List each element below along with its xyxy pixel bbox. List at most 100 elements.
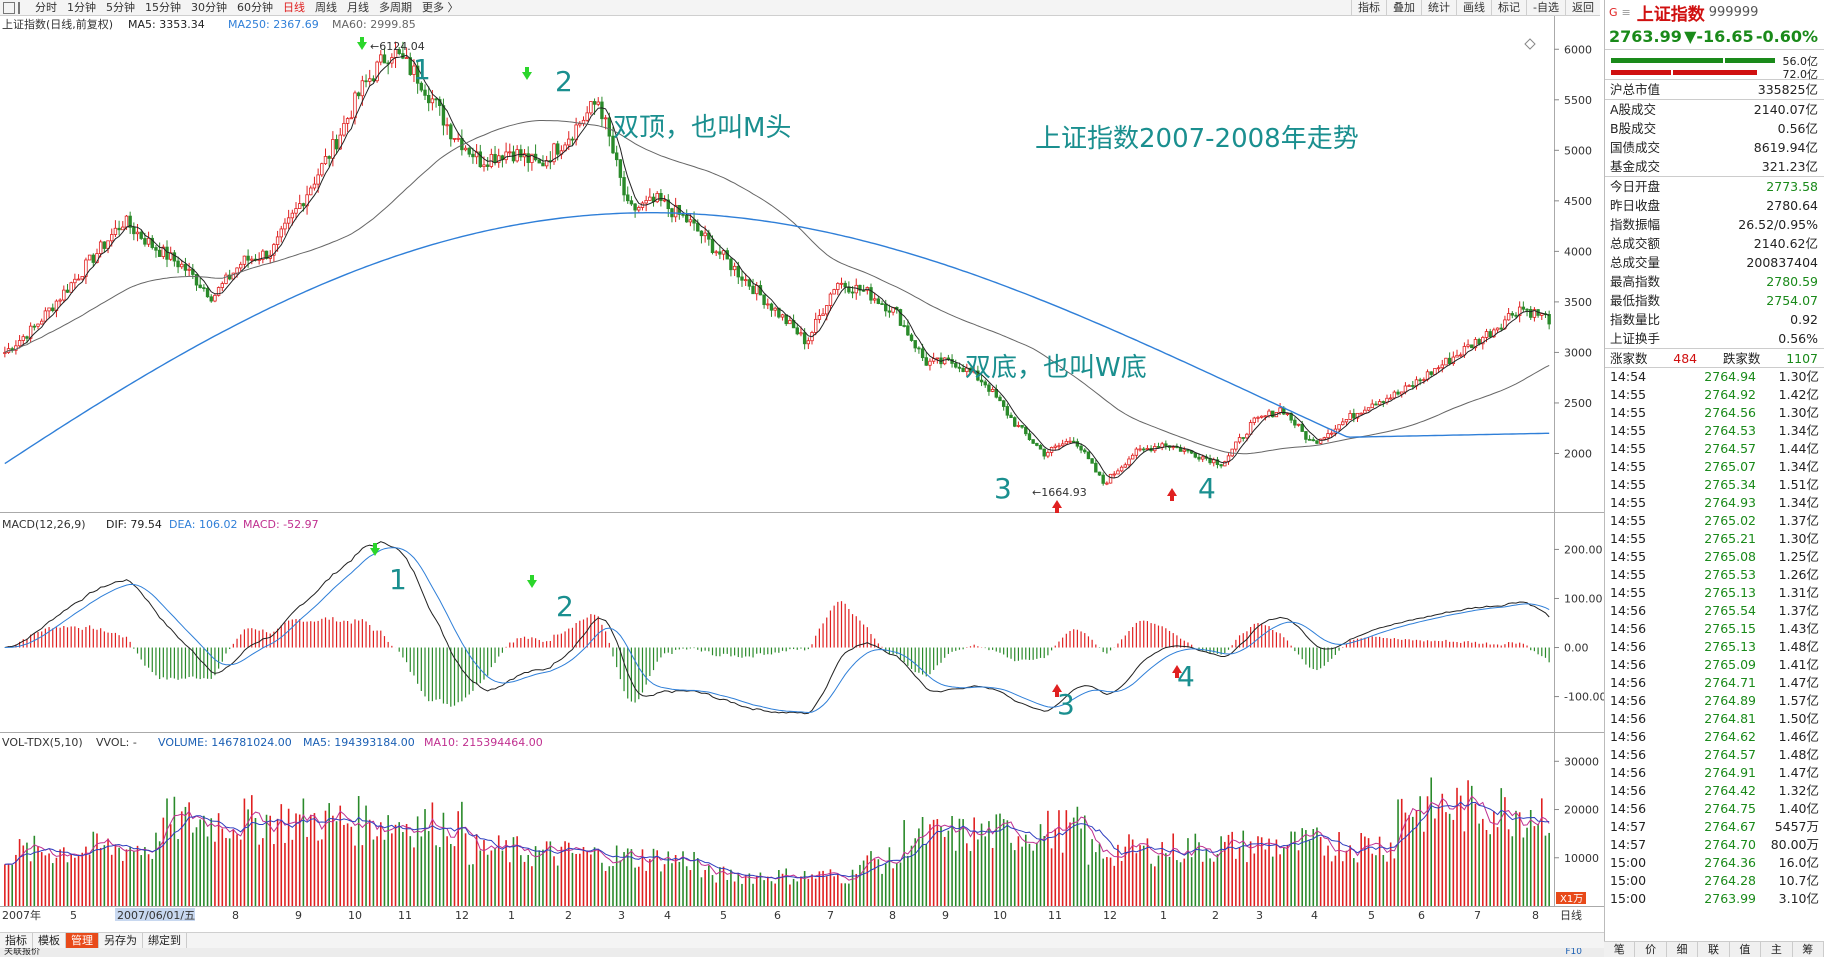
candle-body [327, 156, 331, 159]
candle-body [441, 105, 446, 126]
macd-legend-name: MACD(12,26,9) [2, 518, 86, 531]
period-tab-9[interactable]: 多周期 [379, 0, 412, 14]
stat-label: 上证换手 [1610, 331, 1661, 346]
candle-body [1145, 448, 1150, 450]
quote-pct: -0.60% [1755, 27, 1818, 46]
diamond-icon [1524, 38, 1536, 50]
candle-body [917, 347, 921, 350]
period-tab-7[interactable]: 周线 [315, 0, 337, 14]
annot-double-top: 双顶，也叫M头 [613, 113, 791, 143]
tool-button-5[interactable]: -自选 [1526, 0, 1565, 16]
tick-price: 2765.54 [1704, 603, 1756, 618]
tick-row: 14:54 2764.94 1.30亿 [1605, 368, 1824, 386]
bar-green [1611, 58, 1723, 63]
tool-button-2[interactable]: 统计 [1421, 0, 1456, 16]
bottom-tab-2[interactable]: 管理 [66, 933, 99, 948]
tool-button-3[interactable]: 画线 [1456, 0, 1491, 16]
period-tab-3[interactable]: 15分钟 [145, 0, 181, 14]
candle-body [345, 118, 350, 124]
tick-price: 2764.56 [1704, 405, 1756, 420]
bottom-tab-3[interactable]: 另存为 [99, 933, 143, 948]
candle-body [493, 153, 497, 163]
peak-arrow-icon-stem [360, 37, 364, 42]
bottom1-arrow-icon-stem [1055, 508, 1059, 513]
annot-title: 上证指数2007-2008年走势 [1035, 124, 1359, 154]
tick-time: 14:56 [1610, 603, 1647, 618]
period-tab-4[interactable]: 30分钟 [191, 0, 227, 14]
candle-body [732, 265, 737, 271]
price-tick-label: 5000 [1564, 144, 1592, 157]
right-tab-3[interactable]: 联 [1698, 942, 1730, 957]
candle-body [246, 255, 250, 261]
candle-body [1042, 448, 1046, 457]
period-tab-5[interactable]: 60分钟 [237, 0, 273, 14]
peak-label: ←6124.04 [370, 40, 425, 53]
tick-time: 14:55 [1610, 585, 1647, 600]
tick-row: 14:55 2765.53 1.26亿 [1605, 566, 1824, 584]
tool-button-4[interactable]: 标记 [1491, 0, 1526, 16]
tick-time: 15:00 [1610, 891, 1647, 906]
right-tab-4[interactable]: 值 [1730, 942, 1762, 957]
right-tab-2[interactable]: 细 [1667, 942, 1699, 957]
bottom-tab-0[interactable]: 指标 [0, 933, 33, 948]
right-tab-6[interactable]: 筹 [1793, 942, 1824, 957]
candle-body [1403, 385, 1408, 393]
tick-time: 14:56 [1610, 747, 1647, 762]
candle-body [876, 298, 881, 304]
vol-legend-name: VOL-TDX(5,10) [2, 736, 83, 749]
period-tab-1[interactable]: 1分钟 [67, 0, 96, 14]
tick-row: 14:56 2764.71 1.47亿 [1605, 674, 1824, 692]
macd-arrow2-icon [527, 580, 537, 588]
candle-body [467, 147, 471, 155]
tick-time: 14:56 [1610, 801, 1647, 816]
right-tab-0[interactable]: 笔 [1604, 942, 1636, 957]
bottom-tab-4[interactable]: 绑定到 [143, 933, 187, 948]
candle-body [1422, 379, 1426, 381]
tick-volume: 1.42亿 [1778, 387, 1819, 402]
candle-body [412, 65, 416, 75]
candle-body [703, 232, 707, 237]
tick-list[interactable]: 14:54 2764.94 1.30亿 14:55 2764.92 1.42亿 14:55 2… [1605, 367, 1824, 908]
candle-body [769, 303, 774, 311]
stat-label: 最低指数 [1610, 293, 1661, 308]
right-tab-1[interactable]: 价 [1635, 942, 1667, 957]
candle-body [157, 249, 162, 257]
candle-body [1285, 413, 1290, 415]
stat-row: 总成交量 200837404 [1605, 253, 1824, 272]
period-tab-6[interactable]: 日线 [283, 0, 305, 14]
vol-unit-label: X1万 [1560, 894, 1583, 905]
vol-ma5-legend: MA5: 194393184.00 [303, 736, 415, 749]
stat-row: 昨日收盘 2780.64 [1605, 196, 1824, 215]
ma250-line [4, 211, 1550, 465]
price-tick-label: 2000 [1564, 447, 1592, 460]
candle-body [1514, 314, 1518, 317]
ma60-line [4, 120, 1550, 455]
tick-volume: 1.46亿 [1778, 729, 1819, 744]
tool-button-0[interactable]: 指标 [1351, 0, 1386, 16]
candle-body [364, 80, 368, 83]
turnover-label: 国债成交 [1610, 140, 1661, 155]
tick-row: 14:56 2765.54 1.37亿 [1605, 602, 1824, 620]
period-tab-0[interactable]: 分时 [35, 0, 57, 14]
tick-volume: 1.34亿 [1778, 495, 1819, 510]
candle-body [47, 307, 51, 312]
f10-label[interactable]: F10 [1565, 948, 1582, 957]
period-tab-8[interactable]: 月线 [347, 0, 369, 14]
tool-button-1[interactable]: 叠加 [1386, 0, 1421, 16]
right-tab-5[interactable]: 主 [1761, 942, 1793, 957]
tick-price: 2764.81 [1704, 711, 1756, 726]
tool-button-6[interactable]: 返回 [1565, 0, 1600, 16]
tick-price: 2764.67 [1704, 819, 1756, 834]
candle-body [1330, 432, 1334, 435]
menu-icon[interactable]: ≡ [1621, 5, 1631, 19]
tick-volume: 1.34亿 [1778, 459, 1819, 474]
period-tab-10[interactable]: 更多 〉 [422, 0, 459, 14]
candle-body [751, 285, 755, 295]
tick-time: 14:54 [1610, 369, 1647, 384]
period-tab-2[interactable]: 5分钟 [106, 0, 135, 14]
bottom-tab-1[interactable]: 模板 [33, 933, 66, 948]
stat-value: 0.56% [1778, 331, 1818, 346]
stat-label: 最高指数 [1610, 274, 1661, 289]
candle-body [139, 231, 143, 239]
tick-volume: 1.47亿 [1778, 765, 1819, 780]
